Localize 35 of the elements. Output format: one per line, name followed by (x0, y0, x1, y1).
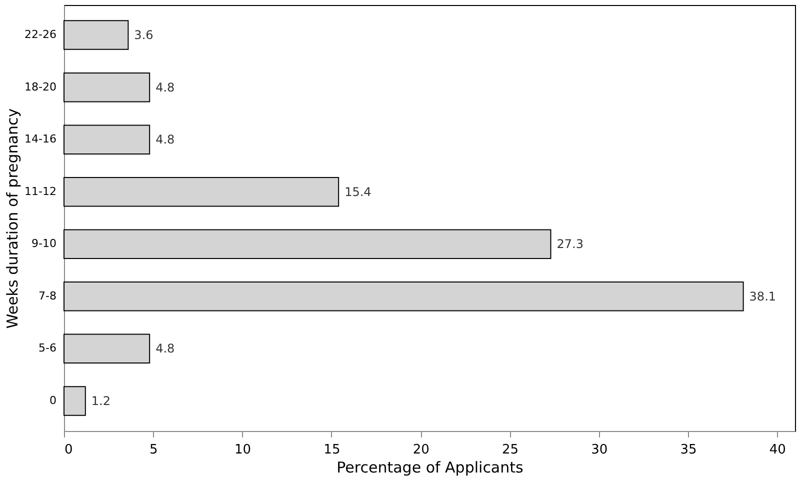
y-tick-label: 9-10 (32, 237, 56, 250)
data-label: 4.8 (156, 132, 175, 147)
bar (64, 20, 129, 50)
data-label: 38.1 (749, 289, 776, 304)
bar (64, 72, 150, 102)
data-label: 4.8 (156, 342, 175, 356)
bar (64, 176, 340, 207)
y-tick-label: 7-8 (38, 289, 56, 302)
data-label: 27.3 (556, 237, 584, 252)
x-tick-label: 40 (769, 442, 786, 458)
bar (64, 386, 86, 416)
x-tick-label: 0 (64, 442, 73, 458)
bar (64, 124, 150, 154)
y-tick-label: 5-6 (38, 342, 56, 355)
x-tick-label: 10 (234, 442, 252, 458)
y-axis-title: Weeks duration of pregnancy (4, 108, 22, 329)
data-label: 4.8 (156, 80, 175, 94)
x-tick-label: 35 (680, 442, 697, 458)
bar (64, 282, 744, 312)
x-axis-title: Percentage of Applicants (336, 458, 524, 476)
x-tick-label: 30 (591, 442, 608, 458)
x-tick-label: 25 (502, 442, 519, 458)
data-label: 3.6 (134, 28, 154, 42)
y-tick-label: 14-16 (24, 132, 56, 146)
bar (64, 334, 150, 364)
x-tick-label: 5 (150, 442, 158, 458)
y-tick-label: 0 (50, 394, 56, 407)
y-tick-label: 18-20 (24, 80, 56, 94)
data-label: 15.4 (344, 184, 372, 199)
data-label: 1.2 (91, 394, 110, 408)
y-tick-label: 11-12 (24, 184, 56, 198)
x-tick-label: 15 (324, 442, 340, 458)
bar (64, 229, 552, 260)
x-tick-label: 20 (412, 442, 430, 458)
y-tick-label: 22-26 (24, 28, 56, 42)
